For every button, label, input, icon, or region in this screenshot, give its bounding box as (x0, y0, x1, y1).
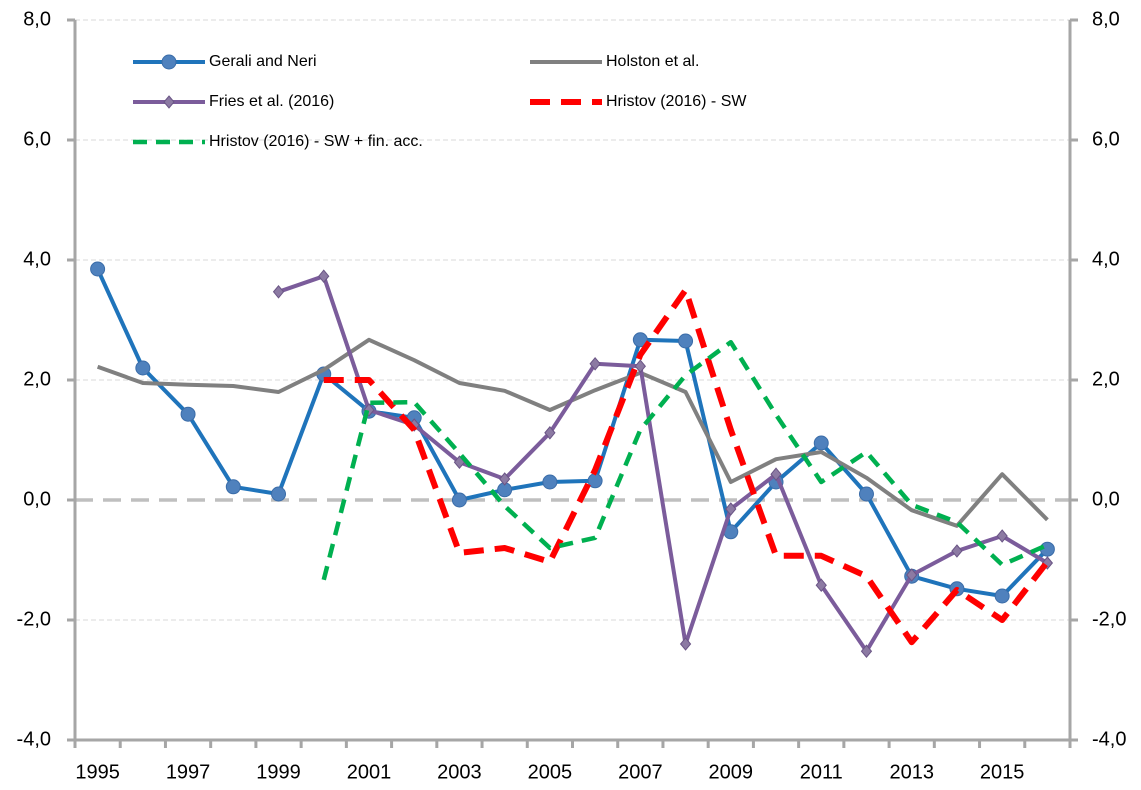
legend-label: Fries et al. (2016) (209, 93, 334, 110)
legend-marker (161, 54, 177, 70)
y-tick-label: 0,0 (23, 488, 51, 510)
series-line (323, 287, 1050, 646)
point-marker (499, 472, 511, 486)
point-marker (90, 261, 106, 277)
point-marker (860, 644, 873, 658)
point-marker (363, 403, 375, 417)
point-marker (632, 332, 648, 348)
y2-tick-label: 4,0 (1092, 248, 1120, 270)
y-tick-label: 2,0 (23, 368, 51, 390)
series-line (277, 274, 1049, 654)
x-tick-label: 2005 (528, 761, 573, 783)
point-marker (544, 426, 556, 440)
x-tick-label: 2015 (980, 761, 1025, 783)
x-tick-label: 1997 (166, 761, 211, 783)
point-marker (725, 502, 737, 516)
point-marker (542, 474, 558, 490)
x-tick-label: 2011 (800, 761, 843, 783)
point-marker (271, 486, 287, 502)
x-tick-label: 2007 (618, 761, 663, 783)
point-marker (272, 285, 285, 299)
y2-tick-label: 0,0 (1092, 488, 1120, 510)
y-tick-label: 6,0 (23, 128, 51, 150)
point-marker (634, 359, 646, 373)
y2-tick-label: 2,0 (1092, 368, 1120, 390)
legend-label: Hristov (2016) - SW (606, 93, 747, 110)
legend-label: Gerali and Neri (209, 53, 317, 70)
point-marker (679, 637, 692, 651)
x-tick-label: 1995 (75, 761, 120, 783)
point-marker (135, 360, 151, 376)
legend-label: Hristov (2016) - SW + fin. acc. (209, 133, 423, 150)
x-tick-label: 1999 (256, 761, 301, 783)
point-marker (815, 578, 827, 592)
point-marker (996, 529, 1008, 543)
point-marker (451, 492, 467, 508)
y2-tick-label: -2,0 (1092, 608, 1126, 630)
legend-marker (163, 95, 175, 109)
legend-label: Holston et al. (606, 53, 699, 70)
x-tick-label: 2009 (709, 761, 754, 783)
point-marker (678, 333, 694, 349)
point-marker (180, 406, 196, 422)
x-tick-label: 2013 (889, 761, 934, 783)
y-tick-label: 4,0 (23, 248, 51, 270)
y2-tick-label: 6,0 (1092, 128, 1120, 150)
x-tick-label: 2001 (347, 761, 392, 783)
point-marker (589, 357, 601, 371)
x-tick-label: 2003 (437, 761, 482, 783)
point-marker (951, 544, 963, 558)
point-marker (318, 269, 330, 283)
y-tick-label: 8,0 (23, 8, 51, 30)
point-marker (770, 467, 782, 481)
point-marker (858, 486, 874, 502)
point-marker (225, 479, 241, 495)
point-marker (994, 588, 1010, 604)
y-tick-label: -4,0 (17, 728, 51, 750)
point-marker (906, 568, 918, 582)
series-line (321, 339, 1049, 581)
series-line (95, 268, 1049, 598)
y-tick-label: -2,0 (17, 608, 51, 630)
point-marker (813, 435, 829, 451)
y2-tick-label: 8,0 (1092, 8, 1120, 30)
y2-tick-label: -4,0 (1092, 728, 1126, 750)
